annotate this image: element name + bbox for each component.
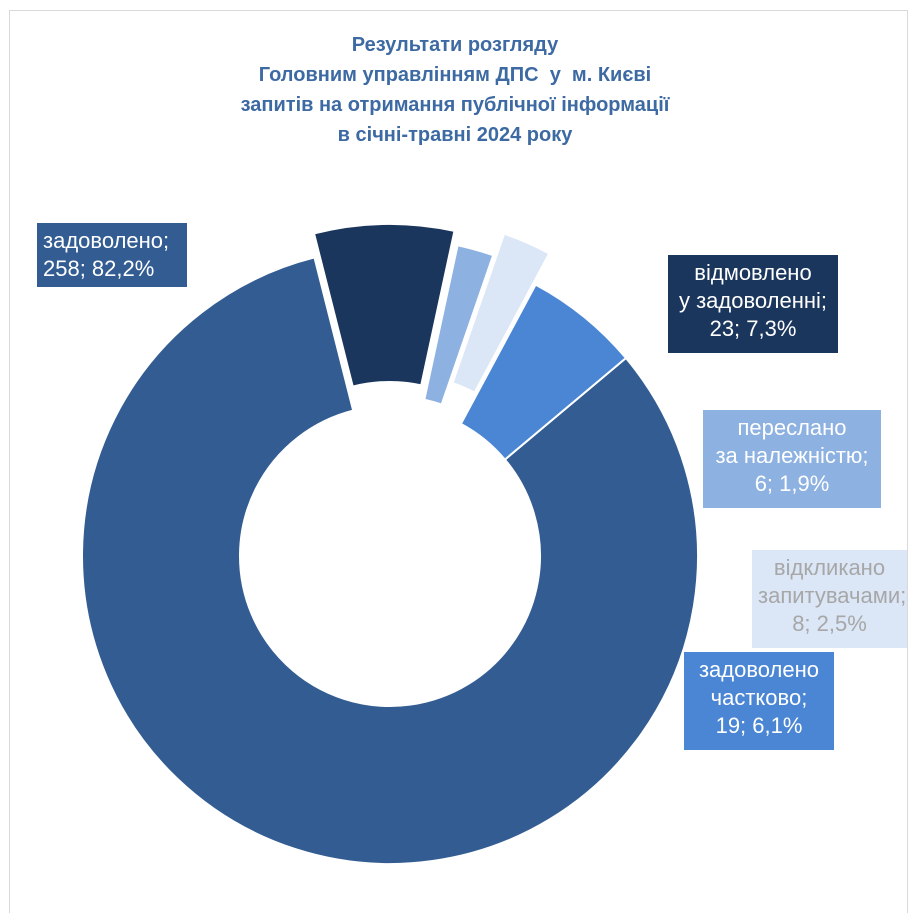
title-line-2: Головним управлінням ДПС у м. Києві bbox=[258, 64, 652, 86]
donut-slice-3 bbox=[451, 232, 551, 395]
title-line-1: Результати розгляду bbox=[351, 34, 559, 56]
label-pereslano-line-2: за належністю; bbox=[715, 443, 869, 468]
label-chastkovo-line-2: частково; bbox=[710, 685, 808, 710]
label-vidklykano: відкликано запитувачами; 8; 2,5% bbox=[752, 550, 907, 648]
label-chastkovo-line-3: 19; 6,1% bbox=[715, 713, 803, 738]
donut-slice-2 bbox=[423, 244, 495, 406]
label-zadovoleno-line-1: задоволено; bbox=[43, 228, 170, 253]
label-vidmovleno-line-2: у задоволенні; bbox=[678, 288, 828, 313]
label-vidmovleno-line-1: відмовлено bbox=[694, 260, 812, 285]
label-vidmovleno-line-3: 23; 7,3% bbox=[709, 316, 797, 341]
label-vidklykano-line-1: відкликано bbox=[773, 555, 886, 580]
label-zadovoleno-line-2: 258; 82,2% bbox=[43, 256, 155, 281]
label-vidklykano-line-3: 8; 2,5% bbox=[792, 611, 867, 636]
label-chastkovo: задоволено частково; 19; 6,1% bbox=[684, 652, 834, 750]
label-zadovoleno: задоволено; 258; 82,2% bbox=[37, 223, 187, 287]
title-line-3: запитів на отримання публічної інформаці… bbox=[240, 94, 670, 116]
donut-slice-4 bbox=[459, 283, 628, 461]
label-chastkovo-line-1: задоволено bbox=[698, 657, 820, 682]
label-vidmovleno: відмовлено у задоволенні; 23; 7,3% bbox=[668, 255, 838, 353]
label-pereslano-line-1: переслано bbox=[737, 415, 847, 440]
title-line-4: в січні-травні 2024 року bbox=[337, 124, 573, 146]
chart-frame bbox=[9, 10, 908, 913]
label-vidklykano-line-2: запитувачами; bbox=[758, 583, 907, 608]
label-pereslano: переслано за належністю; 6; 1,9% bbox=[703, 410, 881, 508]
donut-slice-0 bbox=[81, 256, 699, 865]
chart-title: Результати розгляду Головним управлінням… bbox=[0, 30, 910, 150]
label-pereslano-line-3: 6; 1,9% bbox=[754, 471, 830, 496]
donut-slice-1 bbox=[312, 223, 456, 388]
